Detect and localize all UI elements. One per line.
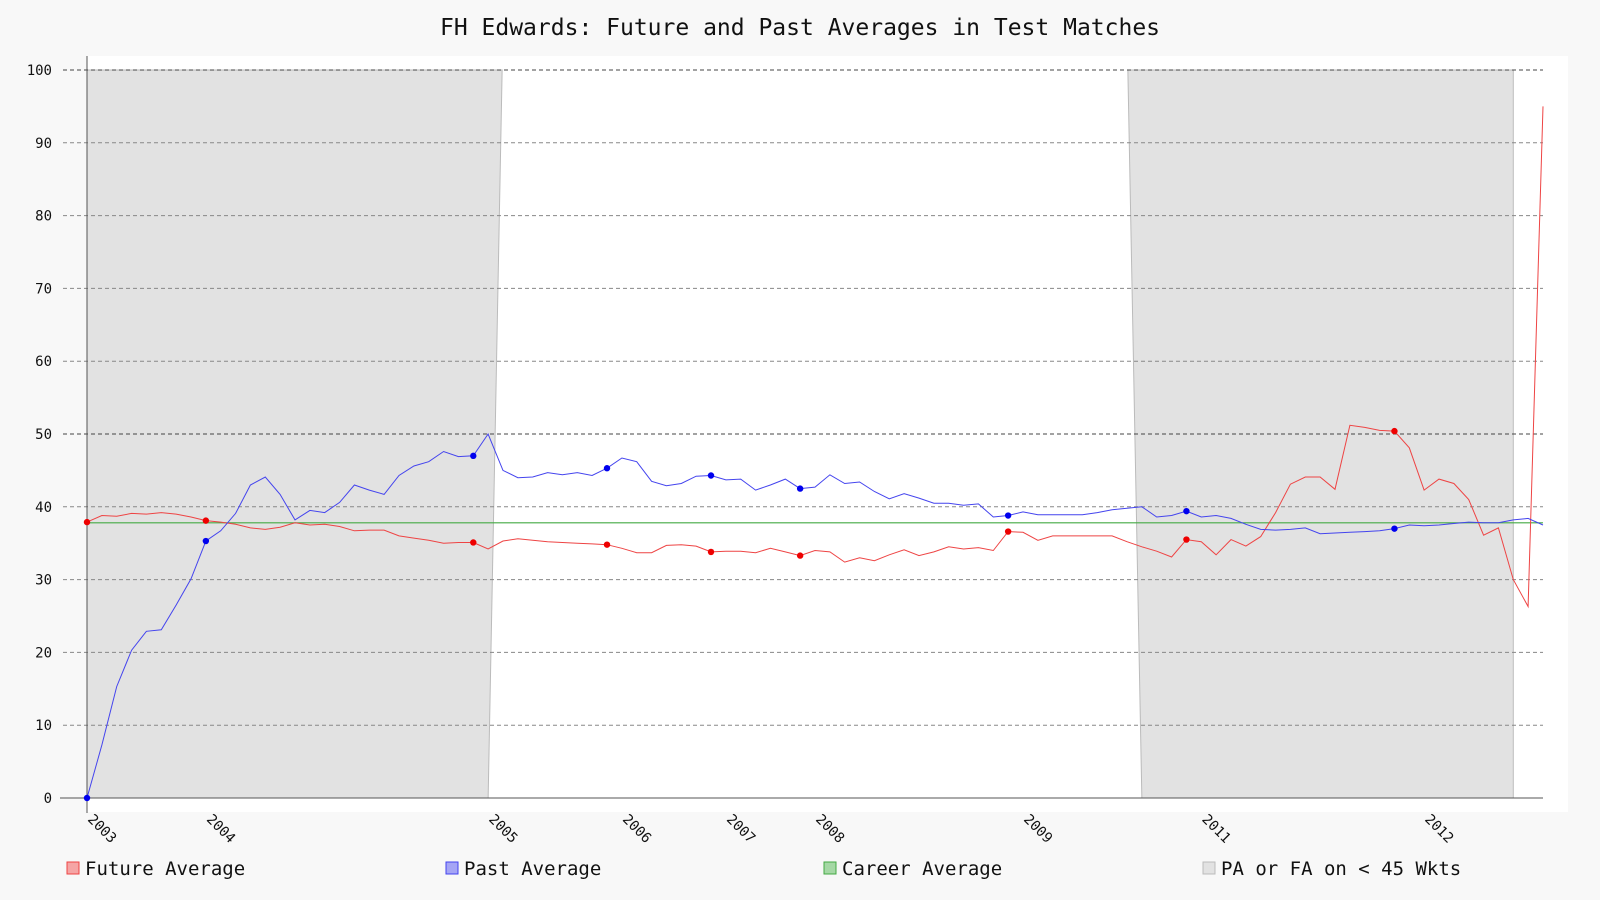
future-average-point: [83, 518, 91, 526]
future-average-point: [796, 552, 804, 559]
x-tick-label: 2011: [1198, 812, 1233, 847]
x-tick-label: 2009: [1020, 812, 1055, 847]
future-average-line: [86, 106, 1544, 609]
axes: [60, 56, 1543, 813]
y-tick-label: 70: [35, 281, 52, 297]
y-tick-label: 10: [35, 718, 52, 734]
x-tick-label: 2006: [619, 812, 654, 847]
legend-swatch: [823, 861, 837, 875]
chart-title: FH Edwards: Future and Past Averages in …: [440, 15, 1160, 41]
y-axis: 0 10 20 30 40 50 60 70 80 90 100: [27, 63, 52, 807]
x-tick-label: 2007: [723, 812, 758, 847]
past-average-point: [603, 465, 611, 472]
series-markers: [83, 427, 1398, 802]
y-tick-label: 90: [35, 136, 52, 152]
past-average-point: [1391, 525, 1398, 532]
x-axis: 2003 2004 2005 2006 2007 2008 2009 2011 2012: [84, 812, 1456, 847]
legend-label: Past Average: [464, 858, 601, 880]
legend-label: Future Average: [85, 858, 245, 880]
past-average-point: [83, 794, 91, 802]
series-lines: [86, 106, 1544, 799]
future-average-point: [1004, 528, 1012, 535]
y-tick-label: 20: [35, 645, 52, 661]
y-tick-label: 0: [44, 791, 52, 807]
future-average-point: [603, 541, 611, 548]
y-tick-label: 80: [35, 209, 52, 225]
legend: Future Average Past Average Career Average…: [66, 858, 1461, 880]
past-average-point: [1183, 507, 1190, 515]
legend-label: Career Average: [842, 858, 1002, 880]
legend-swatch: [66, 861, 80, 875]
legend-label: PA or FA on < 45 Wkts: [1221, 858, 1461, 880]
y-tick-label: 60: [35, 354, 52, 370]
future-average-point: [202, 517, 210, 524]
past-average-point: [707, 472, 715, 479]
x-tick-label: 2012: [1421, 812, 1456, 847]
legend-swatch: [1202, 861, 1216, 875]
past-average-point: [470, 452, 477, 460]
past-average-point: [202, 537, 210, 545]
x-tick-label: 2004: [203, 812, 238, 847]
future-average-point: [1391, 427, 1398, 435]
past-average-point: [796, 485, 804, 492]
legend-swatch: [445, 861, 459, 875]
y-tick-label: 50: [35, 427, 52, 443]
past-average-line: [86, 432, 1544, 799]
past-average-point: [1004, 512, 1012, 519]
future-average-point: [1183, 536, 1190, 543]
x-tick-label: 2005: [485, 812, 520, 847]
future-average-point: [470, 539, 477, 546]
future-average-point: [707, 548, 715, 556]
x-tick-label: 2003: [84, 812, 119, 847]
x-tick-label: 2008: [812, 812, 847, 847]
y-tick-label: 40: [35, 500, 52, 516]
y-tick-label: 100: [27, 63, 52, 79]
y-tick-label: 30: [35, 573, 52, 589]
y-grid: [63, 69, 1543, 726]
